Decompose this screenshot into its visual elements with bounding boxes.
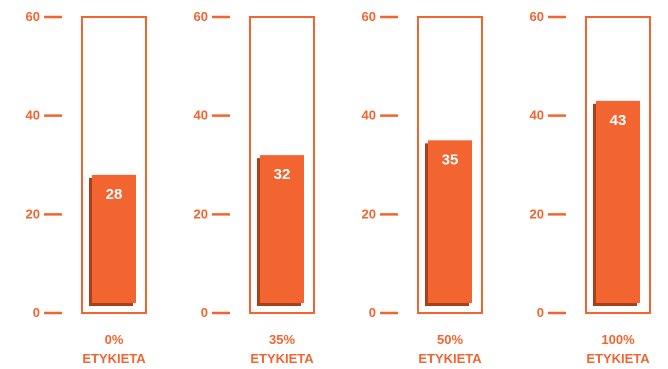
y-tick-label: 20 xyxy=(530,206,544,221)
y-tick-label: 0 xyxy=(537,305,544,320)
tube-outline xyxy=(417,16,483,314)
y-tick-label: 0 xyxy=(201,305,208,320)
category-name-label: ETYKIETA xyxy=(586,351,650,366)
y-tick-label: 20 xyxy=(362,206,376,221)
y-tick-label: 60 xyxy=(530,9,544,24)
y-tick-label: 20 xyxy=(194,206,208,221)
tube-outline xyxy=(81,16,147,314)
y-tick-label: 40 xyxy=(530,108,544,123)
bar-value-label: 32 xyxy=(274,166,291,183)
bar xyxy=(428,140,472,303)
category-percent-label: 50% xyxy=(437,332,463,347)
bar xyxy=(260,155,304,303)
category-name-label: ETYKIETA xyxy=(82,351,146,366)
y-tick-label: 60 xyxy=(26,9,40,24)
tube-outline xyxy=(585,16,651,314)
y-tick-label: 40 xyxy=(362,108,376,123)
category-name-label: ETYKIETA xyxy=(250,351,314,366)
y-tick-label: 40 xyxy=(194,108,208,123)
y-tick-label: 0 xyxy=(369,305,376,320)
category-percent-label: 35% xyxy=(269,332,295,347)
bar xyxy=(92,174,136,303)
y-tick-label: 60 xyxy=(362,9,376,24)
bar-value-label: 43 xyxy=(610,112,627,129)
y-tick-label: 40 xyxy=(26,108,40,123)
category-percent-label: 0% xyxy=(105,332,124,347)
category-percent-label: 100% xyxy=(601,332,635,347)
bar xyxy=(596,100,640,303)
bar-value-label: 35 xyxy=(442,151,459,168)
y-tick-label: 20 xyxy=(26,206,40,221)
y-tick-label: 0 xyxy=(33,305,40,320)
y-tick-label: 60 xyxy=(194,9,208,24)
bar-value-label: 28 xyxy=(106,186,123,203)
category-name-label: ETYKIETA xyxy=(418,351,482,366)
tube-outline xyxy=(249,16,315,314)
